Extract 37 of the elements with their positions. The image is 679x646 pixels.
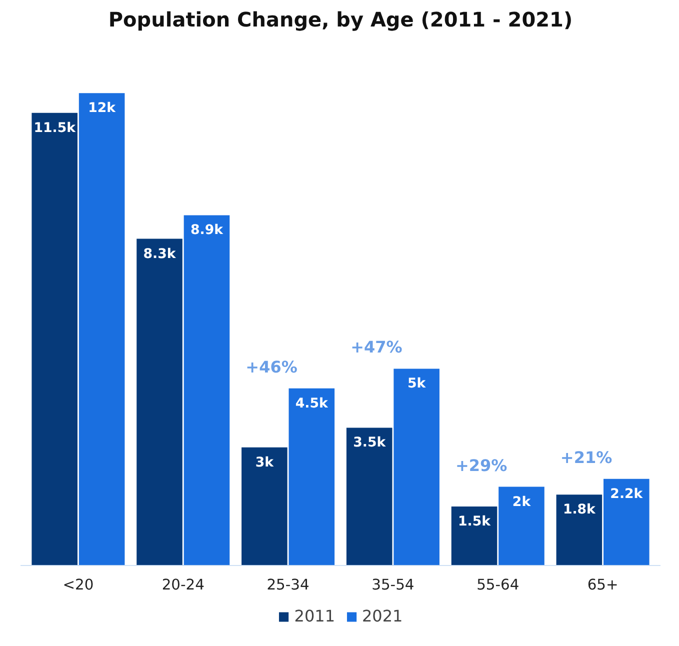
annotation: +29% bbox=[456, 456, 508, 475]
data-label: 4.5k bbox=[295, 396, 330, 412]
data-label: 11.5k bbox=[34, 120, 77, 136]
data-label: 1.5k bbox=[458, 514, 492, 530]
data-label: 3.5k bbox=[353, 436, 387, 451]
bar bbox=[451, 506, 498, 566]
x-tick-label: 35-54 bbox=[372, 576, 414, 594]
data-label: 3k bbox=[255, 455, 275, 470]
bar bbox=[346, 428, 392, 566]
x-tick-label: <20 bbox=[62, 576, 94, 594]
data-label: 2.2k bbox=[610, 486, 644, 502]
bar bbox=[242, 447, 288, 566]
x-tick-label: 55-64 bbox=[476, 576, 520, 594]
bar bbox=[136, 238, 182, 566]
annotation: +21% bbox=[560, 448, 612, 467]
annotation: +46% bbox=[246, 357, 298, 376]
data-label: 5k bbox=[407, 376, 427, 392]
bar bbox=[32, 112, 78, 566]
chart-title: Population Change, by Age (2011 - 2021) bbox=[108, 8, 573, 32]
data-label: 8.9k bbox=[190, 223, 224, 238]
bar bbox=[556, 494, 602, 566]
legend-label: 2011 bbox=[294, 606, 335, 626]
legend-label: 2021 bbox=[362, 606, 403, 626]
bar bbox=[604, 478, 650, 566]
data-label: 8.3k bbox=[143, 246, 177, 262]
bar bbox=[394, 368, 440, 566]
x-tick-label: 65+ bbox=[587, 576, 618, 594]
x-tick-label: 20-24 bbox=[162, 576, 204, 594]
data-label: 12k bbox=[88, 101, 117, 116]
bar bbox=[184, 215, 230, 566]
data-label: 1.8k bbox=[562, 502, 597, 518]
bar bbox=[498, 486, 544, 566]
x-tick-label: 25-34 bbox=[266, 576, 310, 594]
bar bbox=[78, 93, 125, 566]
bar bbox=[288, 388, 335, 566]
data-label: 2k bbox=[512, 494, 532, 510]
annotation: +47% bbox=[350, 338, 402, 357]
